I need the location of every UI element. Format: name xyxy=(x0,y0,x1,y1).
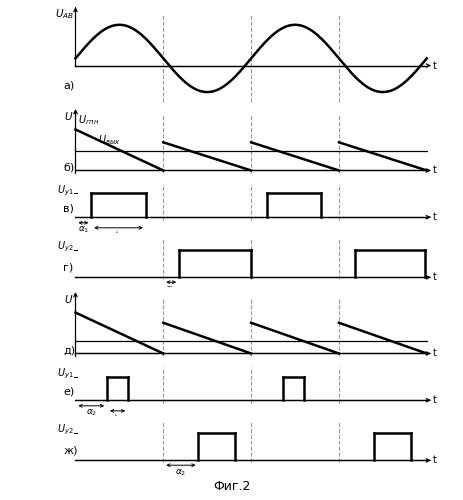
Text: $\alpha_1$: $\alpha_1$ xyxy=(165,284,176,295)
Text: t: t xyxy=(432,212,436,222)
Text: ж): ж) xyxy=(63,446,77,456)
Text: $U_{гпн}$: $U_{гпн}$ xyxy=(78,113,100,127)
Text: $\alpha_1$: $\alpha_1$ xyxy=(77,224,89,235)
Text: t: t xyxy=(432,456,436,466)
Text: $t_1$: $t_1$ xyxy=(114,230,123,242)
Text: $U$: $U$ xyxy=(64,110,74,122)
Text: $t_2$: $t_2$ xyxy=(113,413,122,426)
Text: $U_{у1}$: $U_{у1}$ xyxy=(57,184,74,198)
Text: t: t xyxy=(432,395,436,405)
Text: е): е) xyxy=(63,387,74,397)
Text: $U_{АВ}$: $U_{АВ}$ xyxy=(55,7,74,21)
Text: $\alpha_2$: $\alpha_2$ xyxy=(86,408,97,418)
Text: в): в) xyxy=(63,204,74,214)
Text: а): а) xyxy=(63,80,74,90)
Text: $U_{у2}$: $U_{у2}$ xyxy=(57,423,74,437)
Text: д): д) xyxy=(63,346,75,356)
Text: $U_{у1}$: $U_{у1}$ xyxy=(57,366,74,381)
Text: t: t xyxy=(432,348,436,358)
Text: Фиг.2: Фиг.2 xyxy=(213,480,250,492)
Text: $\alpha_2$: $\alpha_2$ xyxy=(175,468,186,478)
Text: t: t xyxy=(432,166,436,175)
Text: $U_{у2}$: $U_{у2}$ xyxy=(57,240,74,254)
Text: t: t xyxy=(432,60,436,70)
Text: г): г) xyxy=(63,263,73,273)
Text: $U$: $U$ xyxy=(64,293,74,305)
Text: $U_{вых}$: $U_{вых}$ xyxy=(98,134,121,147)
Text: б): б) xyxy=(63,163,74,173)
Text: t: t xyxy=(432,272,436,282)
